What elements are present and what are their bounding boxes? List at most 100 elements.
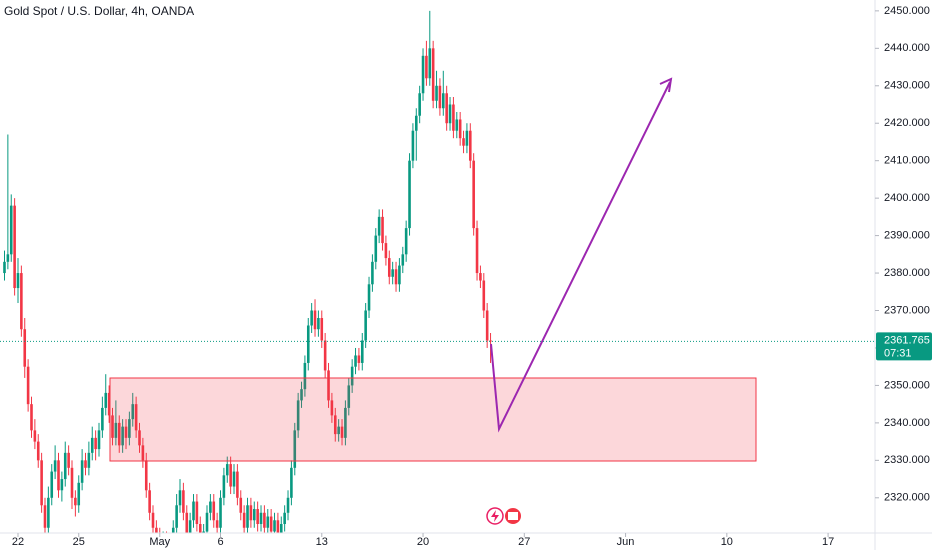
event-flag [508,512,518,520]
candle-body [263,512,266,528]
candle-body [36,441,40,461]
candle-body [242,512,246,528]
candle-body [330,400,334,416]
candle-body [462,138,465,146]
y-tick-label: 2410.000 [884,155,930,167]
candle-body [435,85,438,101]
candle-body [371,261,374,285]
candle-body [101,407,104,431]
candle-body [431,48,435,101]
candle-body [293,430,297,468]
candle-body [367,284,371,311]
candle-body [229,464,232,487]
x-tick-label: 17 [822,536,834,548]
candle-body [327,370,330,401]
candle-body [107,392,111,416]
x-tick-label: 27 [518,536,530,548]
candle-body [53,460,57,472]
candle-body [303,362,307,390]
candle-body [60,479,64,491]
x-tick-label: May [149,536,170,548]
candle-body [482,280,486,311]
candle-body [225,464,229,476]
candles [3,10,492,533]
demand-zone [109,377,757,462]
candle-body [57,460,60,491]
candle-body [94,437,97,450]
candle-body [114,422,118,438]
candle-body [219,497,222,528]
candle-body [121,426,124,446]
event-icons [486,507,521,525]
candle-body [468,130,472,161]
candle-body [458,119,462,139]
candle-body [256,509,259,525]
candle-body [340,426,344,438]
candle-body [313,310,317,330]
candle-body [391,269,394,277]
candle-body [489,340,492,342]
candle-body [155,527,158,533]
candle-body [134,404,138,431]
candle-body [80,460,84,483]
x-tick-label: 22 [12,536,24,548]
x-tick-label: 6 [217,536,223,548]
candle-body [421,55,425,94]
candle-body [475,228,479,274]
candle-body [394,269,398,285]
candle-body [479,273,482,281]
candle-body [178,490,182,506]
candle-body [63,452,67,480]
candle-body [239,497,243,513]
candle-body [195,501,199,525]
candle-body [47,497,50,528]
candle-body [33,430,37,442]
candle-body [408,160,411,229]
candle-body [40,460,43,506]
y-tick-label: 2450.000 [884,5,930,17]
projection-arrow [490,81,671,433]
y-tick-label: 2320.000 [884,492,930,504]
candle-body [232,471,236,487]
candle-body [276,520,280,533]
y-tick-label: 2400.000 [884,192,930,204]
candle-body [310,310,313,326]
candle-body [354,355,357,367]
candle-body [77,482,81,506]
x-tick-label: 13 [316,536,328,548]
candle-body [357,355,361,363]
candle-body [323,340,327,371]
candle-body [259,512,263,525]
candle-body [445,93,448,124]
candle-body [182,490,185,513]
countdown-label: 07:31 [884,347,912,359]
candle-body [84,460,87,468]
candle-body [286,497,290,513]
candle-body [236,471,239,498]
y-tick-label: 2430.000 [884,80,930,92]
candle-body [171,527,175,533]
candle-body [138,430,141,446]
y-tick-label: 2440.000 [884,42,930,54]
candle-body [269,516,273,532]
candle-body [249,505,253,521]
candle-body [20,273,23,330]
candle-body [175,505,178,528]
candle-body [350,366,354,386]
candle-body [215,520,219,528]
candle-body [425,55,428,79]
candle-body [185,512,189,533]
candle-body [472,160,475,229]
candle-body [381,216,384,244]
candle-body [151,512,155,528]
candle-body [87,452,91,468]
last-price-label: 2361.765 [884,334,930,346]
candle-body [418,93,421,116]
candle-body [398,265,401,285]
candle-body [16,273,20,289]
candle-body [9,205,13,255]
candle-body [377,216,381,236]
candle-body [128,419,131,438]
candle-body [438,85,442,109]
y-tick-label: 2340.000 [884,417,930,429]
